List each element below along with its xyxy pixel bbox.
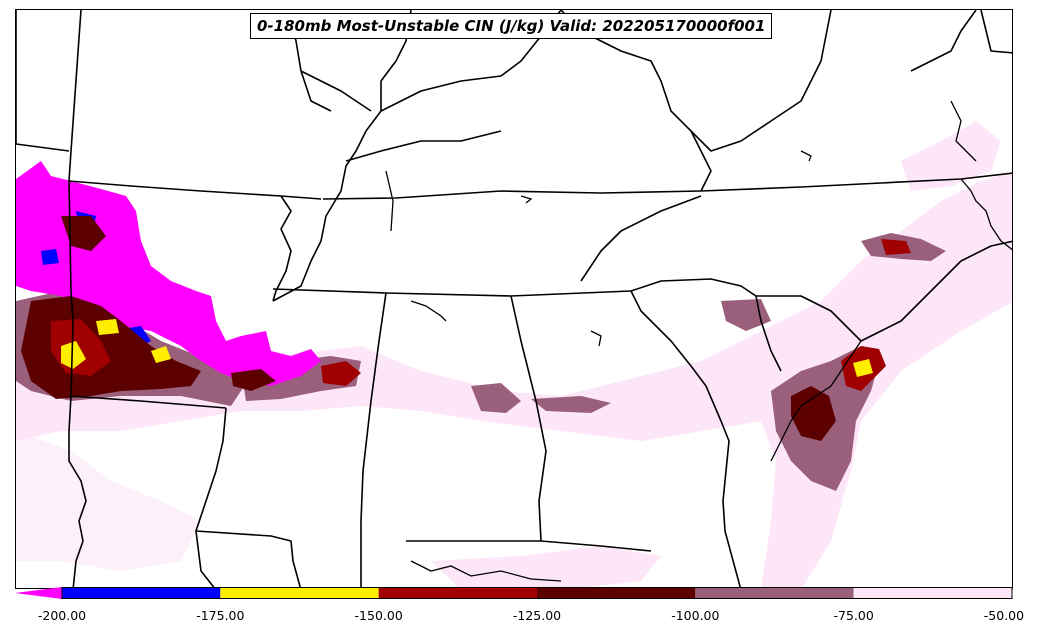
cin-map: [16, 10, 1012, 588]
colorbar-tick-label: -75.00: [833, 608, 874, 623]
colorbar-bin-3: [537, 587, 696, 599]
cin-150-175-area: [61, 319, 873, 377]
colorbar-under-triangle: [15, 587, 62, 599]
colorbar-tick-label: -125.00: [512, 608, 562, 623]
coastlines: [385, 100, 1012, 582]
colorbar-tick-label: -100.00: [671, 608, 720, 623]
colorbar-tick-label: -150.00: [354, 608, 403, 623]
colorbar-tick-label: -175.00: [196, 608, 245, 623]
colorbar-bin-5: [853, 587, 1012, 599]
colorbar-outline: [61, 587, 1013, 599]
colorbar-bin-0: [62, 587, 221, 599]
colorbar-bin-4: [695, 587, 854, 599]
colorbar-bin-2: [378, 587, 537, 599]
colorbar-bin-1: [220, 587, 379, 599]
colorbar-tick-label: -200.00: [37, 608, 87, 623]
colorbar-tick-label: -50.00: [983, 608, 1025, 623]
state-borders: [16, 10, 1012, 588]
colorbar: [15, 587, 1013, 599]
map-title: 0-180mb Most-Unstable CIN (J/kg) Valid: …: [250, 13, 773, 39]
colorbar-bins: [62, 587, 1012, 599]
cin-shading: [16, 121, 1012, 588]
map-panel: [15, 9, 1013, 589]
